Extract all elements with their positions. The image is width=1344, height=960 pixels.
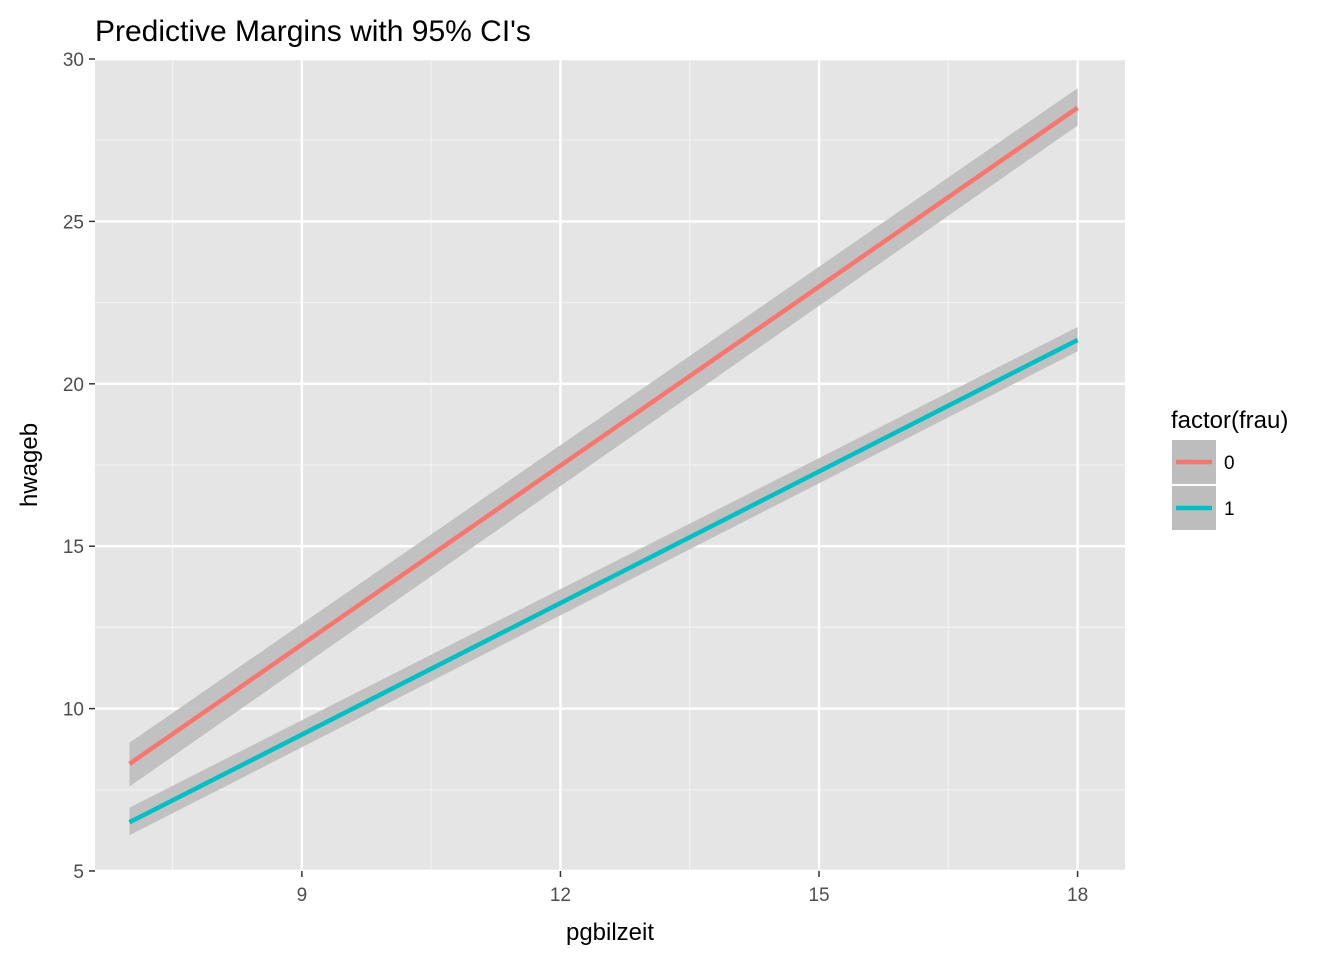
x-tick-label: 15	[808, 885, 829, 906]
x-axis-title: pgbilzeit	[566, 919, 654, 946]
series-lines	[128, 105, 1079, 825]
legend-label-1: 1	[1224, 499, 1235, 520]
x-tick-label: 12	[550, 885, 571, 906]
series-line-0	[128, 105, 1079, 766]
y-tick-label: 30	[63, 50, 84, 71]
y-tick-label: 5	[73, 862, 84, 883]
y-tick-label: 10	[63, 700, 84, 721]
y-axis-title: hwageb	[16, 423, 43, 507]
chart-title: Predictive Margins with 95% CI's	[95, 15, 531, 48]
legend-label-0: 0	[1224, 453, 1235, 474]
legend-title: factor(frau)	[1171, 407, 1288, 434]
x-axis: 9 12 15 18	[297, 871, 1088, 906]
y-axis: 5 10 15 20 25 30	[63, 50, 95, 883]
legend: factor(frau) 0 1	[1171, 407, 1288, 530]
y-tick-label: 20	[63, 375, 84, 396]
y-tick-label: 15	[63, 537, 84, 558]
series-line-1	[128, 337, 1079, 825]
x-tick-label: 9	[297, 885, 308, 906]
y-tick-label: 25	[63, 212, 84, 233]
x-tick-label: 18	[1067, 885, 1088, 906]
